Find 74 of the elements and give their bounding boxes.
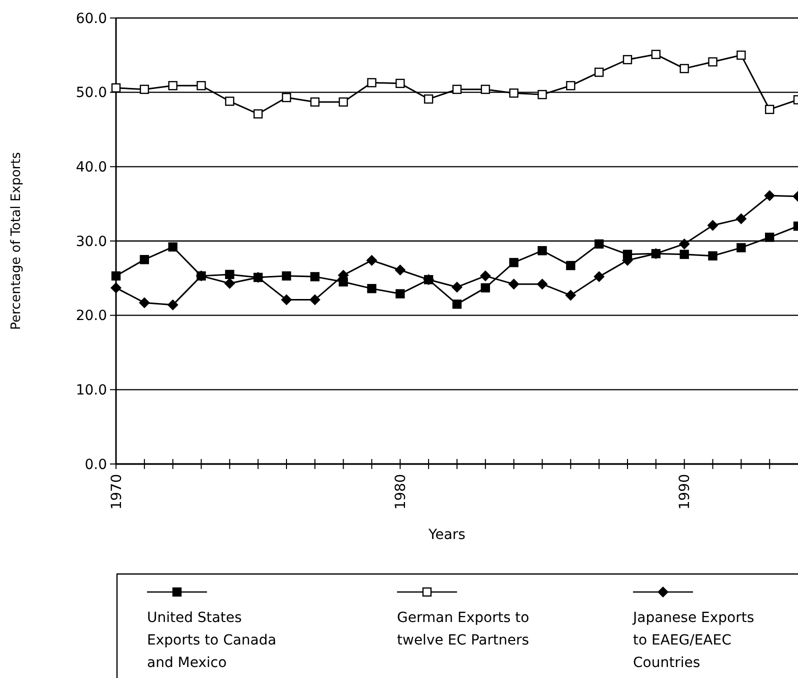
legend-label: Japanese Exports to EAEG/EAEC Countries — [632, 610, 754, 671]
point — [111, 271, 121, 281]
point — [480, 283, 490, 292]
point — [167, 299, 178, 310]
point — [138, 297, 150, 308]
point — [736, 243, 746, 252]
point — [224, 278, 236, 289]
point — [538, 90, 547, 100]
point — [508, 278, 520, 290]
point — [536, 278, 548, 290]
y-tick-label: 10.0 — [76, 382, 107, 399]
point — [764, 232, 774, 242]
point — [707, 220, 718, 231]
point — [622, 55, 632, 64]
point — [678, 238, 690, 250]
point — [594, 68, 604, 77]
point — [509, 88, 518, 98]
point — [452, 84, 462, 94]
point — [764, 190, 776, 202]
point — [196, 81, 206, 90]
point — [680, 250, 689, 259]
point — [424, 94, 434, 104]
point — [708, 57, 718, 66]
point — [452, 282, 462, 293]
point — [736, 50, 746, 60]
point — [310, 97, 320, 107]
point — [480, 270, 491, 282]
point — [651, 50, 661, 60]
point — [394, 264, 406, 276]
y-tick-label: 40.0 — [76, 160, 107, 176]
point — [736, 213, 747, 224]
point — [168, 81, 178, 90]
point — [282, 271, 292, 281]
point — [338, 97, 348, 107]
point — [140, 84, 150, 94]
point — [509, 258, 518, 268]
legend-label: United States Exports to Canada and Mexico — [147, 610, 276, 671]
point — [282, 92, 292, 102]
point — [565, 290, 576, 301]
point — [366, 254, 378, 266]
y-axis-title: Percentage of Total Exports — [9, 152, 24, 330]
point — [396, 289, 405, 298]
point — [764, 104, 774, 114]
point — [367, 78, 376, 88]
point — [168, 242, 178, 252]
point — [225, 96, 234, 106]
point — [452, 300, 462, 309]
x-tick-label: 1990 — [677, 474, 694, 510]
point — [253, 109, 263, 118]
point — [480, 84, 490, 94]
y-tick-label: 60.0 — [76, 10, 107, 27]
x-tick-label: 1970 — [108, 474, 125, 510]
y-tick-label: 0.0 — [84, 456, 107, 473]
point — [140, 254, 150, 264]
point — [310, 272, 320, 282]
x-axis-title: Years — [428, 527, 466, 543]
point — [396, 78, 405, 88]
point — [680, 64, 689, 74]
point — [225, 270, 234, 280]
point — [309, 294, 320, 306]
y-tick-label: 30.0 — [76, 234, 107, 250]
point — [566, 260, 576, 270]
point — [110, 282, 122, 294]
point — [566, 81, 576, 90]
legend-label: German Exports to twelve EC Partners — [397, 610, 530, 648]
point — [708, 251, 718, 260]
point — [538, 246, 547, 256]
point — [594, 239, 604, 249]
point — [281, 294, 292, 306]
y-tick-label: 20.0 — [76, 308, 107, 324]
point — [367, 284, 376, 294]
point — [594, 271, 605, 282]
y-tick-label: 50.0 — [76, 85, 107, 102]
x-tick-label: 1980 — [393, 474, 410, 510]
